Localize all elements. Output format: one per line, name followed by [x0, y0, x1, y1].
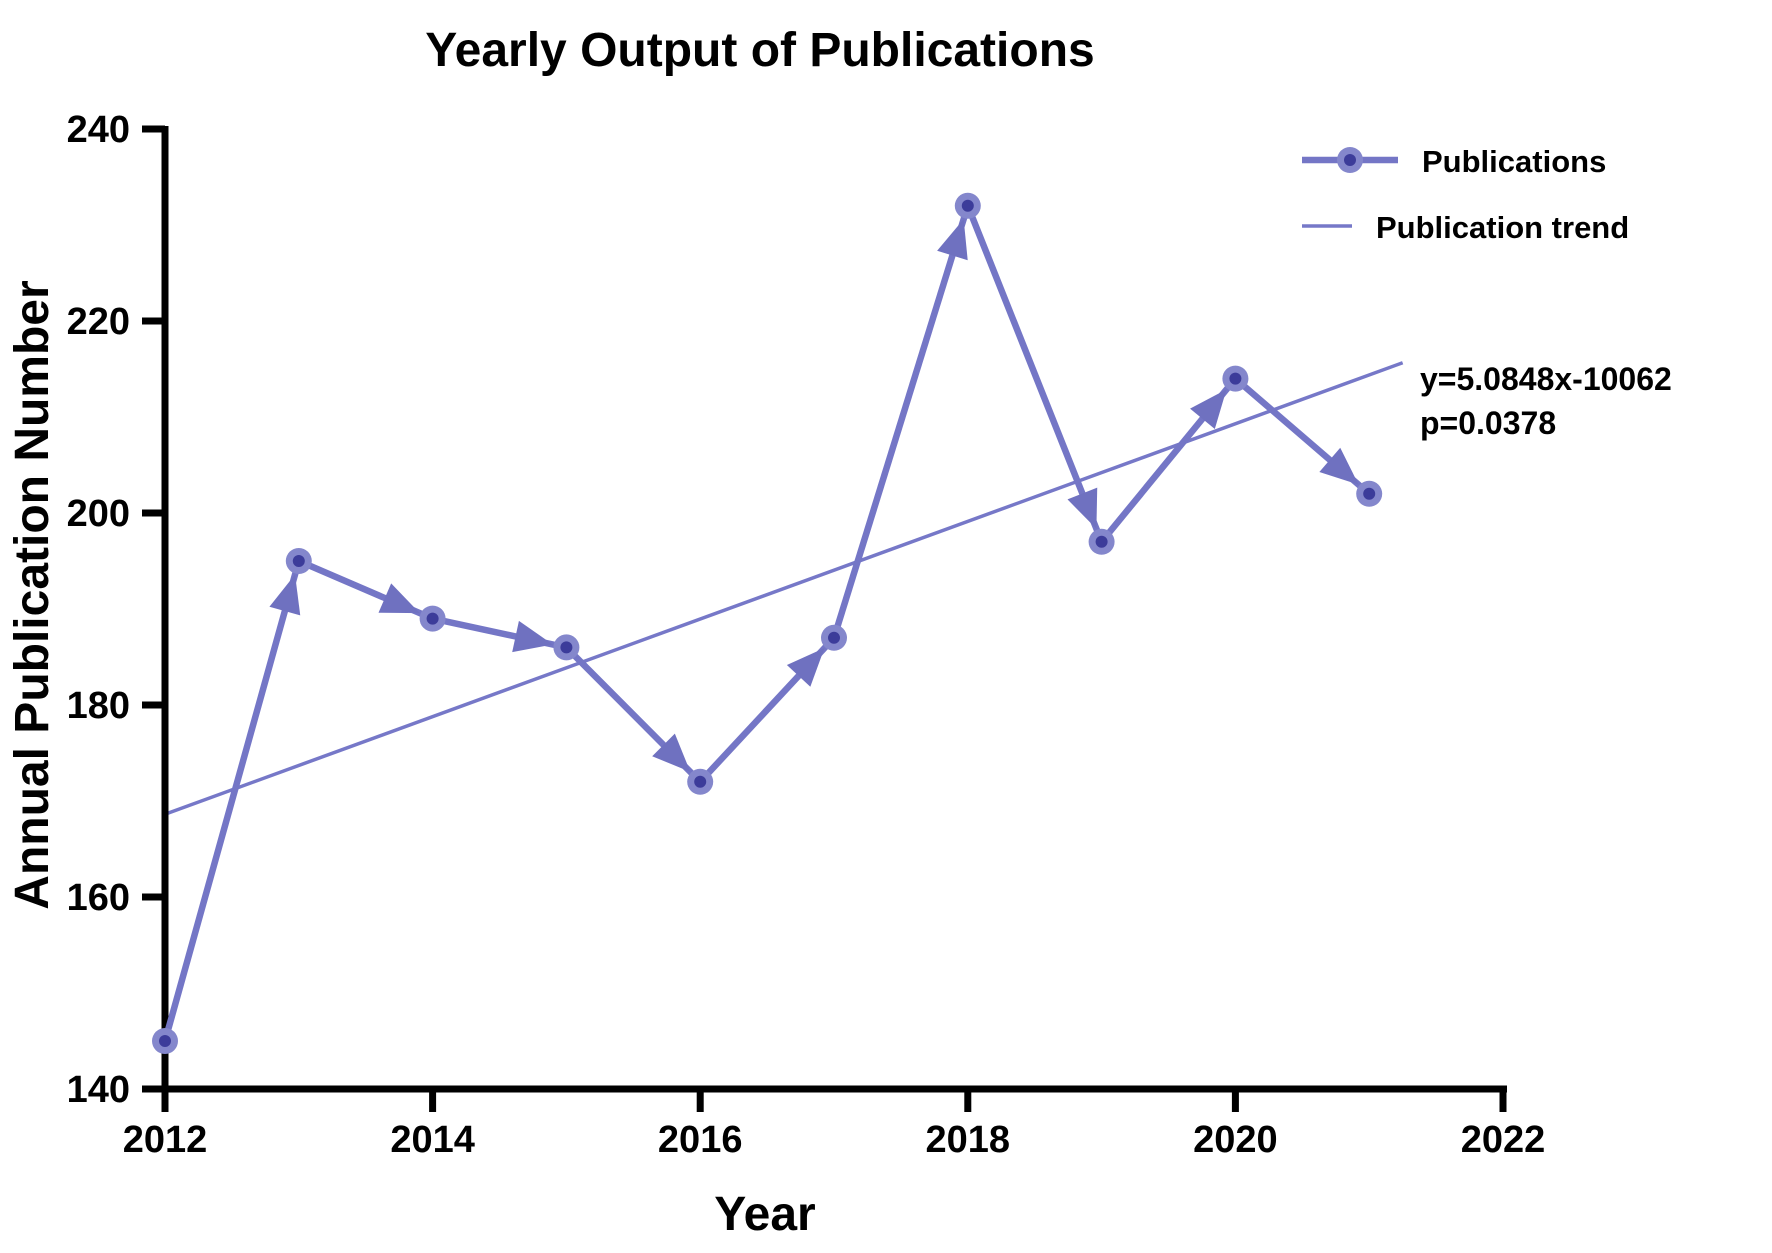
x-axis-label: Year: [714, 1188, 815, 1241]
publications-line-segment: [697, 635, 837, 785]
y-tick-label: 240: [67, 109, 130, 151]
legend-publications-label: Publications: [1422, 144, 1606, 179]
publications-data-point-core: [1229, 372, 1242, 385]
publications-data-point-core: [292, 555, 305, 567]
publications-data-point-core: [1095, 535, 1108, 548]
publications-line-segment: [1099, 376, 1238, 544]
y-tick-label: 220: [67, 301, 130, 343]
publications-series-layer: [152, 192, 1383, 1054]
publications-data-point-core: [1363, 487, 1376, 500]
x-tick-label: 2022: [1461, 1119, 1546, 1161]
x-tick-label: 2016: [658, 1119, 743, 1161]
publications-line-segment: [964, 204, 1105, 544]
publications-line-segment: [161, 560, 302, 1042]
trend-equation-text: y=5.0848x-10062: [1420, 361, 1672, 397]
publications-line-segment: [1233, 376, 1372, 497]
axis-lines: [161, 126, 1507, 1093]
trend-line-layer: [164, 361, 1404, 816]
y-tick-label: 140: [67, 1069, 130, 1111]
x-tick-label: 2012: [123, 1119, 208, 1161]
publications-data-point-core: [694, 775, 707, 788]
publications-data-point-core: [560, 641, 573, 654]
trend-pvalue-text: p=0.0378: [1420, 405, 1556, 441]
legend-publications-marker-core-icon: [1344, 154, 1356, 166]
publications-line-segment: [431, 615, 568, 653]
y-tick-label: 200: [67, 493, 130, 535]
publications-line-segment: [830, 204, 971, 639]
axes-layer: 140 160 180 200 220 240 2012 2014 2016 2018 2020 20…: [67, 109, 1546, 1161]
legend-trend-label: Publication trend: [1376, 210, 1629, 245]
publications-data-point-core: [159, 1035, 171, 1047]
publications-data-point-core: [426, 612, 439, 625]
publication-trend-line: [164, 361, 1404, 816]
publications-line-segment: [564, 645, 703, 785]
publications-line-segment: [297, 558, 434, 622]
x-tick-label: 2014: [390, 1119, 475, 1161]
y-tick-label: 180: [67, 685, 130, 727]
publications-data-point-core: [828, 631, 840, 644]
x-tick-label: 2018: [926, 1119, 1011, 1161]
y-axis-label: Annual Publication Number: [6, 280, 59, 909]
y-tick-label: 160: [67, 877, 130, 919]
publications-data-point-core: [961, 199, 974, 212]
chart-title: Yearly Output of Publications: [425, 24, 1094, 77]
legend: Publications Publication trend: [1302, 144, 1629, 245]
trend-annotation: y=5.0848x-10062 p=0.0378: [1420, 361, 1672, 441]
x-tick-label: 2020: [1193, 1119, 1278, 1161]
